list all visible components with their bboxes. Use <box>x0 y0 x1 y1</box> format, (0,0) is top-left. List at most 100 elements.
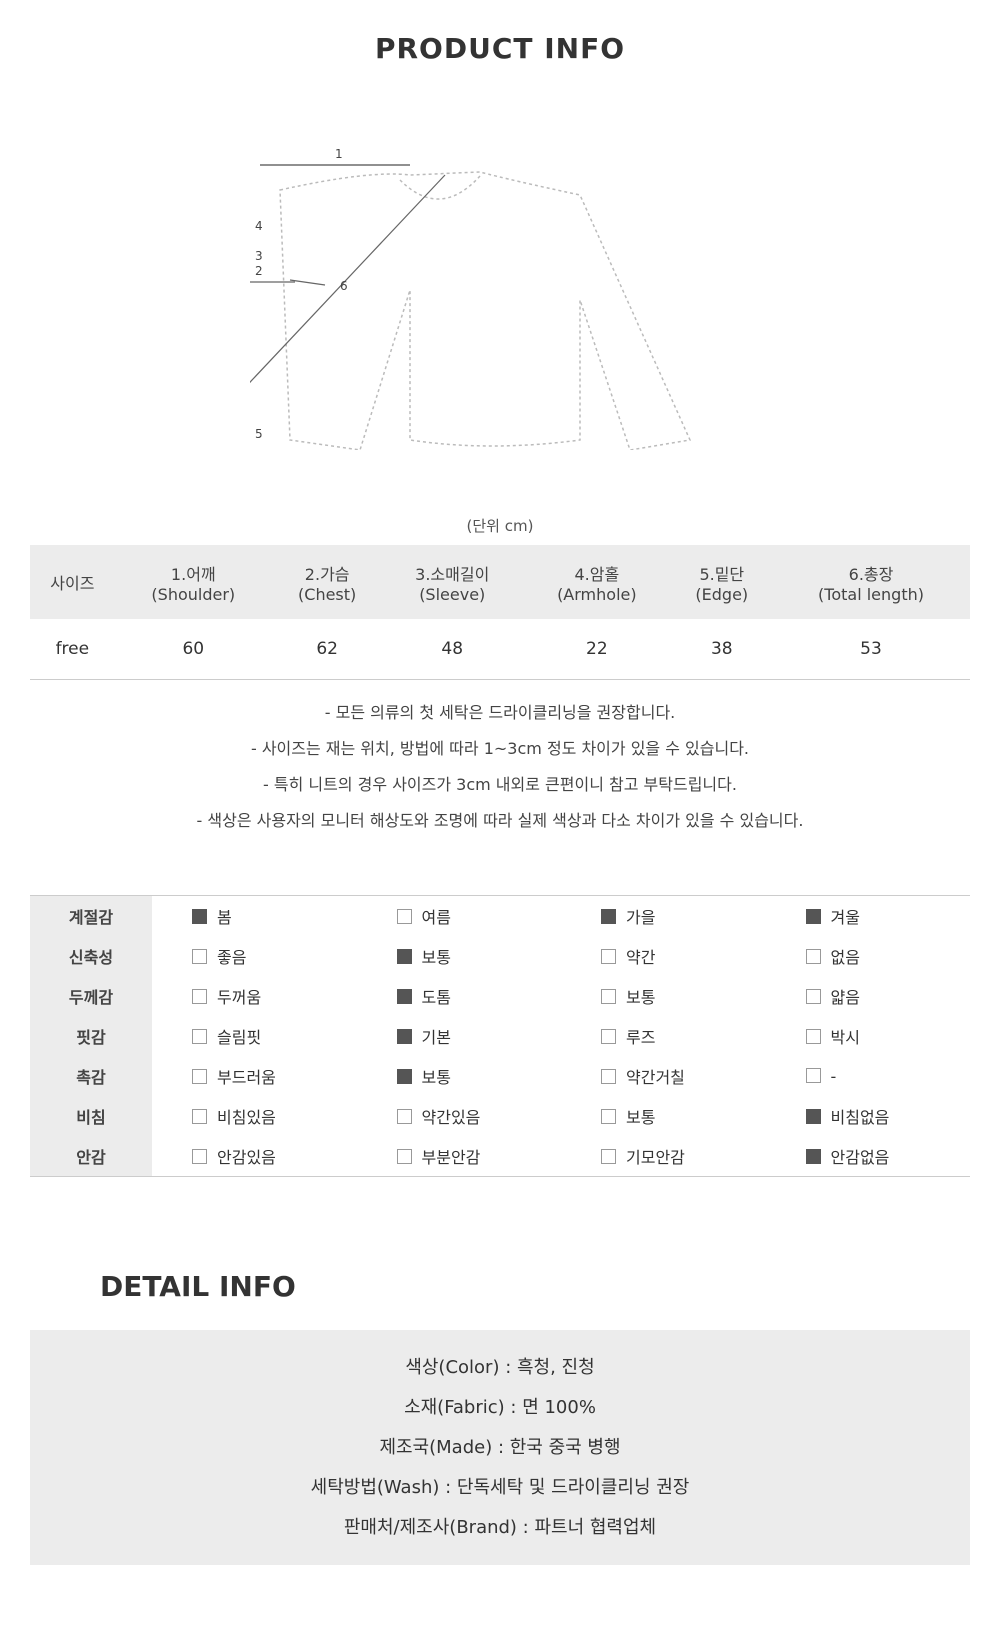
attribute-label: 두께감 <box>30 976 152 1016</box>
detail-row: 제조국(Made) : 한국 중국 병행 <box>379 1437 621 1458</box>
notes: - 모든 의류의 첫 세탁은 드라이클리닝을 권장합니다. - 사이즈는 재는 위… <box>30 695 970 839</box>
attribute-row: 촉감 부드러움 보통 약간거칠 - <box>30 1056 970 1096</box>
option-text: 부분안감 <box>421 1148 481 1167</box>
option-text: 도톰 <box>421 988 451 1007</box>
column-header: 3.소매길이 (Sleeve) <box>382 545 523 619</box>
option-text: 기모안감 <box>626 1148 685 1167</box>
attribute-label: 안감 <box>30 1136 152 1177</box>
attribute-option: - <box>766 1056 971 1096</box>
attribute-row: 두께감 두꺼움 도톰 보통 얇음 <box>30 976 970 1016</box>
option-text: 비침없음 <box>830 1108 890 1127</box>
attribute-option: 비침없음 <box>766 1096 971 1136</box>
unit-label: (단위 cm) <box>466 517 534 535</box>
header-row: 사이즈 1.어깨 (Shoulder) 2.가슴 (Chest) 3.소매길이 (Sl… <box>30 545 970 619</box>
option-text: 안감있음 <box>217 1148 276 1167</box>
option-text: 약간있음 <box>421 1108 481 1127</box>
attribute-option: 약간 <box>561 936 766 976</box>
attribute-label: 계절감 <box>30 895 152 936</box>
size-cell: 48 <box>382 619 523 680</box>
column-header: 사이즈 <box>30 545 115 619</box>
note: - 특히 니트의 경우 사이즈가 3cm 내외로 큰편이니 참고 부탁드립니다. <box>263 775 737 794</box>
option-text: 여름 <box>421 908 451 927</box>
size-cell: 62 <box>271 619 383 680</box>
checkbox <box>601 989 616 1004</box>
checkbox <box>396 1149 412 1164</box>
attribute-option: 도톰 <box>357 976 562 1016</box>
option-text: 좋음 <box>217 948 247 967</box>
checkbox <box>396 1109 412 1124</box>
checkbox <box>601 1029 616 1044</box>
measure-label: 2 <box>255 264 263 278</box>
column-header: 2.가슴 (Chest) <box>271 545 383 619</box>
detail-row: 색상(Color) : 흑청, 진청 <box>405 1357 595 1378</box>
attribute-option: 봄 <box>152 896 357 937</box>
option-text: 부드러움 <box>217 1068 276 1087</box>
option-text: 슬림핏 <box>217 1028 262 1047</box>
attribute-option: 두꺼움 <box>152 976 357 1016</box>
checkbox <box>601 1069 616 1084</box>
detail-row: 판매처/제조사(Brand) : 파트너 협력업체 <box>343 1517 657 1538</box>
attribute-option: 슬림핏 <box>152 1016 357 1056</box>
measure-lines <box>250 164 446 384</box>
option-text: 겨울 <box>830 908 860 927</box>
size-table: 사이즈 1.어깨 (Shoulder) 2.가슴 (Chest) 3.소매길이 (Sl… <box>30 545 970 680</box>
attribute-option: 없음 <box>766 936 971 976</box>
option-text: 기본 <box>421 1028 451 1047</box>
column-header: 4.암홀 (Armhole) <box>522 545 672 619</box>
attribute-option: 약간거칠 <box>561 1056 766 1096</box>
checkbox <box>396 1029 412 1044</box>
section-title: DETAIL INFO <box>100 1270 296 1303</box>
note: - 모든 의류의 첫 세탁은 드라이클리닝을 권장합니다. <box>324 703 676 722</box>
attribute-row: 신축성 좋음 보통 약간 없음 <box>30 936 970 976</box>
checkbox <box>601 909 616 924</box>
option-text: 루즈 <box>626 1028 656 1047</box>
garment-outline <box>279 171 692 450</box>
checkbox <box>805 909 821 924</box>
attribute-option: 얇음 <box>766 976 971 1016</box>
attribute-option: 여름 <box>357 896 562 937</box>
column-header: 5.밑단 (Edge) <box>671 545 772 619</box>
option-text: 약간거칠 <box>626 1068 685 1087</box>
attribute-option: 좋음 <box>152 936 357 976</box>
attribute-row: 비침 비침있음 약간있음 보통 비침없음 <box>30 1096 970 1136</box>
attribute-row: 계절감 봄 여름 가을 겨울 <box>30 895 971 937</box>
attribute-option: 보통 <box>561 976 766 1016</box>
checkbox <box>805 989 821 1004</box>
option-text: 얇음 <box>830 988 860 1007</box>
option-text: 비침있음 <box>217 1108 276 1127</box>
checkbox <box>601 1149 616 1164</box>
attribute-option: 부분안감 <box>357 1136 562 1177</box>
measure-label: 4 <box>255 219 263 233</box>
option-text: 보통 <box>421 948 451 967</box>
option-text: 봄 <box>217 908 232 927</box>
option-text: 박시 <box>830 1028 860 1047</box>
attribute-option: 안감없음 <box>766 1136 971 1177</box>
measure-label: 1 <box>335 147 343 161</box>
attribute-option: 보통 <box>357 936 562 976</box>
checkbox <box>805 1029 821 1044</box>
detail-row: 세탁방법(Wash) : 단독세탁 및 드라이클리닝 권장 <box>310 1477 690 1498</box>
attribute-option: 보통 <box>561 1096 766 1136</box>
column-header: 6.총장 (Total length) <box>772 545 970 619</box>
option-text: 없음 <box>830 948 860 967</box>
checkbox <box>192 909 207 924</box>
checkbox <box>396 949 412 964</box>
checkbox <box>192 1069 207 1084</box>
checkbox <box>805 1109 821 1124</box>
size-cell: 60 <box>114 619 272 680</box>
size-cell: 22 <box>522 619 672 680</box>
checkbox <box>192 1149 207 1164</box>
option-text: 안감없음 <box>830 1148 890 1167</box>
checkbox <box>396 1069 412 1084</box>
size-row: free 60 62 48 22 38 53 <box>30 619 970 680</box>
attribute-row: 안감 안감있음 부분안감 기모안감 안감없음 <box>30 1136 970 1177</box>
attribute-option: 겨울 <box>766 896 971 937</box>
attribute-option: 기모안감 <box>561 1136 766 1177</box>
option-text: 가을 <box>626 908 656 927</box>
measure-label: 5 <box>255 427 263 441</box>
attribute-option: 가을 <box>561 896 766 937</box>
attribute-option: 보통 <box>357 1056 562 1096</box>
checkbox <box>192 989 207 1004</box>
